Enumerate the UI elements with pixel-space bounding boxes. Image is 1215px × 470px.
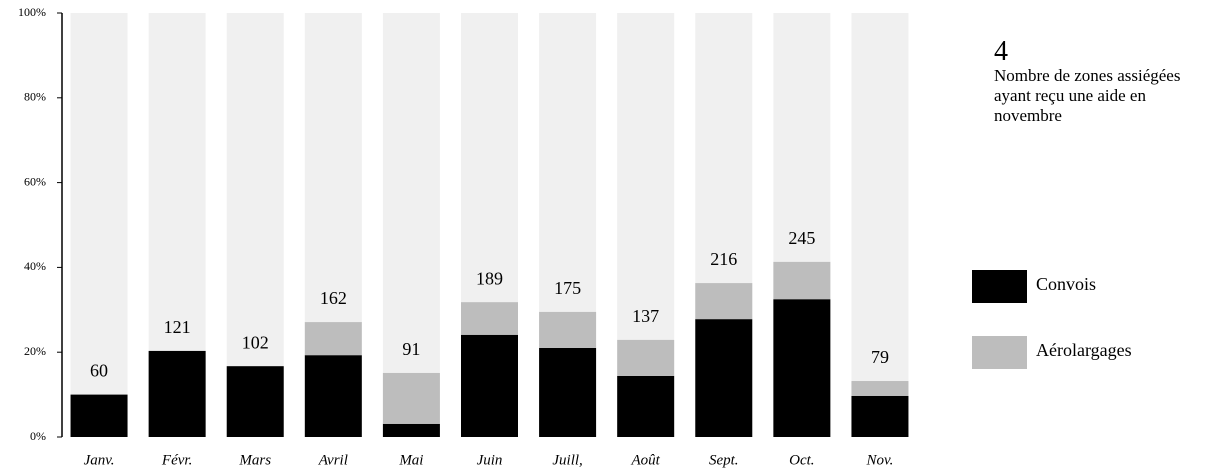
- x-tick-label: Juin: [477, 452, 503, 468]
- bar-segment: [148, 350, 206, 437]
- y-tick-label: 80%: [24, 90, 46, 104]
- y-tick-label: 60%: [24, 174, 46, 188]
- x-tick-label: Oct.: [789, 452, 814, 468]
- bar-segment: [70, 394, 128, 437]
- annotation-value: 4: [994, 36, 1008, 67]
- bar-background: [70, 13, 128, 437]
- total-label: 189: [476, 268, 503, 288]
- legend-label: Aérolargages: [1036, 340, 1132, 360]
- bar-segment: [304, 322, 362, 356]
- bar-segment: [851, 395, 909, 437]
- bar-segment: [304, 355, 362, 437]
- y-tick-label: 100%: [18, 5, 46, 19]
- bar-segment: [539, 311, 597, 348]
- bar-segment: [851, 381, 909, 396]
- total-label: 175: [554, 278, 581, 298]
- bar-segment: [695, 283, 753, 320]
- x-tick-label: Janv.: [84, 452, 115, 468]
- y-tick-label: 20%: [24, 344, 46, 358]
- x-tick-label: Juill,: [552, 452, 582, 468]
- total-label: 91: [402, 339, 420, 359]
- total-label: 137: [632, 306, 659, 326]
- x-tick-label: Mai: [398, 452, 423, 468]
- bar-segment: [382, 423, 440, 437]
- total-label: 79: [871, 347, 889, 367]
- legend-swatch: [972, 270, 1027, 303]
- annotation-text: Nombre de zones assiégées ayant reçu une…: [994, 66, 1181, 125]
- x-tick-label: Mars: [238, 452, 271, 468]
- total-label: 121: [164, 317, 191, 337]
- total-label: 245: [788, 228, 815, 248]
- y-tick-label: 40%: [24, 259, 46, 273]
- bar-segment: [773, 261, 831, 300]
- total-label: 162: [320, 288, 347, 308]
- bar-segment: [461, 334, 518, 437]
- x-tick-label: Avril: [318, 452, 348, 468]
- legend-label: Convois: [1036, 274, 1096, 294]
- bar-segment: [226, 366, 284, 437]
- bar-background: [382, 13, 440, 437]
- bar-segment: [617, 339, 675, 376]
- total-label: 60: [90, 361, 108, 381]
- bar-segment: [773, 299, 831, 437]
- bar-background: [851, 13, 909, 437]
- total-label: 216: [710, 249, 737, 269]
- x-tick-label: Févr.: [161, 452, 192, 468]
- x-tick-label: Nov.: [866, 452, 894, 468]
- x-tick-label: Août: [631, 452, 661, 468]
- y-tick-label: 0%: [30, 429, 46, 443]
- legend-swatch: [972, 336, 1027, 369]
- total-label: 102: [242, 332, 269, 352]
- bar-segment: [461, 302, 518, 335]
- bar-segment: [695, 319, 753, 437]
- bar-segment: [617, 375, 675, 437]
- bar-segment: [382, 372, 440, 424]
- bar-segment: [539, 347, 597, 437]
- annotation: 4 Nombre de zones assiégées ayant reçu u…: [994, 38, 1214, 126]
- x-tick-label: Sept.: [709, 452, 739, 468]
